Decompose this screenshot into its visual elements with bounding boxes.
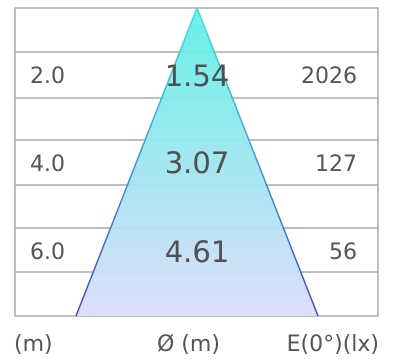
diameter-value: 4.61 xyxy=(164,235,230,269)
illuminance-value: 56 xyxy=(329,240,357,265)
distance-value: 4.0 xyxy=(30,152,65,177)
beam-edge-right xyxy=(196,7,319,317)
diameter-unit-label: Ø (m) xyxy=(157,332,220,357)
diameter-value: 3.07 xyxy=(164,146,230,180)
illuminance-value: 2026 xyxy=(301,64,357,89)
illuminance-unit-label: E(0°)(lx) xyxy=(286,332,379,357)
diameter-value: 1.54 xyxy=(164,59,230,93)
distance-value: 6.0 xyxy=(30,240,65,265)
beam-edge-left xyxy=(75,7,198,317)
distance-unit-label: (m) xyxy=(14,332,53,357)
light-beam xyxy=(76,8,318,316)
distance-value: 2.0 xyxy=(30,64,65,89)
illuminance-value: 127 xyxy=(315,152,357,177)
